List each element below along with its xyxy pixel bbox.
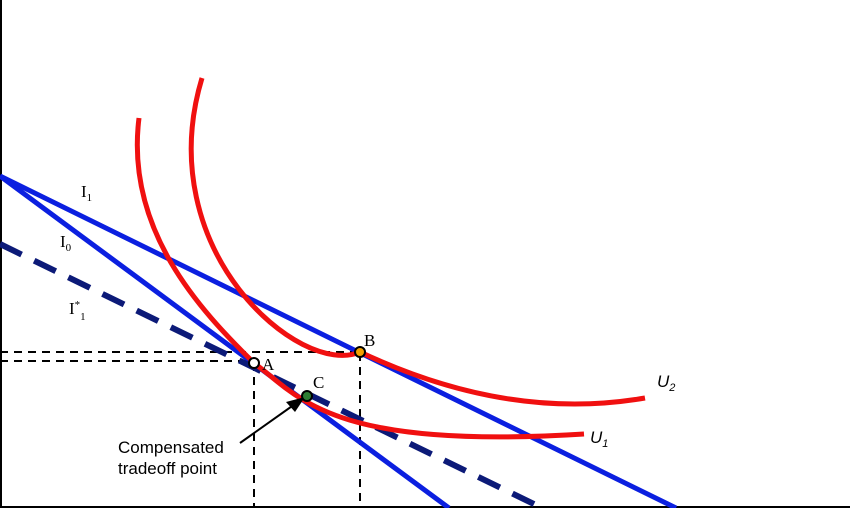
annotation-arrow-head bbox=[286, 397, 305, 412]
label-u1: U1 bbox=[590, 428, 608, 450]
annotation-text: Compensated tradeoff point bbox=[118, 438, 229, 478]
indifference-curve-u2 bbox=[188, 77, 646, 407]
budget-line-i1 bbox=[0, 173, 678, 508]
point-b-marker bbox=[354, 346, 366, 358]
label-i0: I0 bbox=[60, 232, 72, 254]
label-point-c: C bbox=[313, 373, 324, 392]
compensated-budget-line-istar1 bbox=[0, 241, 544, 508]
annotation-arrow-shaft bbox=[239, 403, 296, 444]
point-c-marker bbox=[301, 390, 313, 402]
annotation-line-1: Compensated bbox=[118, 438, 224, 457]
label-point-a: A bbox=[262, 355, 275, 374]
label-i1: I1 bbox=[81, 182, 92, 204]
label-istar1: I*1 bbox=[69, 299, 86, 323]
point-a-marker bbox=[248, 357, 260, 369]
guide-lines bbox=[0, 351, 361, 508]
budget-line-i0 bbox=[0, 173, 451, 508]
label-point-b: B bbox=[364, 331, 375, 350]
annotation-line-2: tradeoff point bbox=[118, 459, 217, 478]
label-u2: U2 bbox=[657, 372, 675, 394]
